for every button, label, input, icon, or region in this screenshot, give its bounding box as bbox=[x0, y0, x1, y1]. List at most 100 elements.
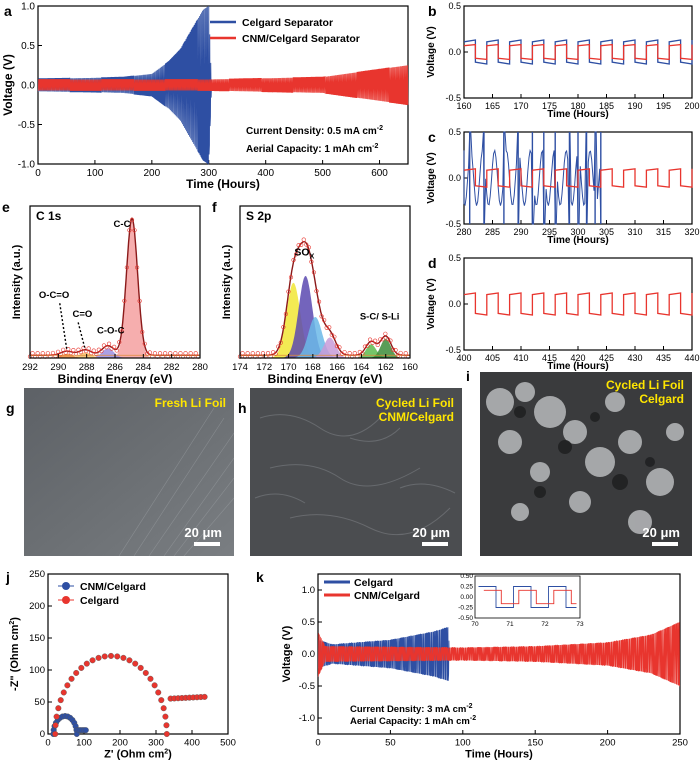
data-point bbox=[61, 347, 66, 352]
data-point bbox=[120, 654, 127, 661]
data-point bbox=[373, 338, 378, 343]
data-point bbox=[158, 697, 165, 704]
x-tick-label: 435 bbox=[656, 353, 671, 363]
data-point bbox=[403, 351, 408, 356]
y-tick-label: -0.5 bbox=[445, 345, 461, 355]
data-point bbox=[286, 289, 291, 294]
data-point bbox=[147, 675, 154, 682]
data-point bbox=[142, 669, 149, 676]
data-point bbox=[193, 351, 198, 356]
data-point bbox=[71, 348, 76, 353]
peak-label: C-C bbox=[114, 219, 131, 230]
plot-frame bbox=[239, 205, 411, 359]
sem-texture-h bbox=[250, 388, 462, 556]
annotation-unit: -2 bbox=[470, 715, 476, 722]
sem-texture-g bbox=[24, 388, 234, 556]
panel-letter-i: i bbox=[466, 368, 470, 384]
panel-letter-e: e bbox=[2, 199, 10, 215]
data-point bbox=[152, 351, 158, 356]
y-tick-label: 0.5 bbox=[448, 253, 461, 263]
y-axis-label: Voltage (V) bbox=[426, 152, 437, 203]
data-point bbox=[99, 349, 104, 354]
x-tick-label: 440 bbox=[684, 353, 699, 363]
data-point bbox=[324, 325, 329, 330]
inset-x-tick-label: 70 bbox=[471, 621, 479, 628]
inset-x-tick-label: 73 bbox=[576, 621, 584, 628]
panel-letter-g: g bbox=[6, 400, 15, 416]
annotation: Current Density: 0.5 mA cm-2 bbox=[246, 125, 383, 137]
sem-image-cycled-celgard: Cycled Li Foil Celgard 20 μm bbox=[480, 372, 692, 556]
inset-y-tick-label: 0.00 bbox=[460, 594, 473, 601]
panel-letter-k: k bbox=[256, 569, 264, 585]
data-point bbox=[101, 653, 108, 660]
data-point bbox=[82, 727, 89, 734]
data-point bbox=[352, 351, 357, 356]
data-point bbox=[50, 350, 56, 356]
data-point bbox=[126, 657, 133, 664]
data-point bbox=[52, 722, 59, 729]
data-point bbox=[94, 352, 99, 357]
scale-bar-h bbox=[422, 542, 448, 546]
data-point bbox=[362, 344, 368, 349]
series-cnm bbox=[317, 622, 681, 687]
data-point bbox=[281, 325, 286, 330]
peak-0 bbox=[240, 282, 410, 358]
data-point bbox=[83, 349, 89, 354]
x-tick-label: 50 bbox=[385, 738, 396, 749]
data-point bbox=[322, 318, 327, 323]
sem-texture-i bbox=[480, 372, 692, 556]
chart-a: a 0 100 200 300 400 500 600 -1.0 -0.5 0.0 0.5 1.0 Tim… bbox=[1, 1, 409, 191]
x-tick-label: 280 bbox=[456, 227, 471, 237]
data-point bbox=[183, 351, 188, 356]
data-point bbox=[89, 657, 96, 664]
y-axis-label: Voltage (V) bbox=[426, 26, 437, 77]
data-point bbox=[112, 344, 117, 350]
sem-label-i: Cycled Li Foil Celgard bbox=[605, 378, 684, 406]
data-point bbox=[151, 682, 158, 689]
x-axis-label: Time (Hours) bbox=[547, 109, 609, 120]
data-point bbox=[162, 713, 169, 720]
x-axis-label: Binding Energy (eV) bbox=[58, 372, 173, 384]
inset-y-tick-label: 0.25 bbox=[460, 584, 473, 591]
x-tick-label: 288 bbox=[79, 362, 95, 373]
series-cnm bbox=[37, 65, 409, 106]
data-point bbox=[60, 689, 67, 696]
data-point bbox=[309, 259, 314, 264]
y-tick-label: -1.0 bbox=[299, 713, 315, 724]
x-tick-label: 200 bbox=[112, 738, 128, 749]
legend-label: CNM/Celgard Separator bbox=[242, 33, 360, 45]
data-point bbox=[137, 298, 142, 304]
data-point bbox=[132, 228, 137, 233]
y-tick-label: 0.0 bbox=[448, 173, 461, 183]
annotation-unit: -2 bbox=[377, 125, 383, 132]
data-point bbox=[63, 350, 68, 355]
x-tick-label: 170 bbox=[513, 101, 528, 111]
series-cnm bbox=[463, 168, 693, 188]
x-tick-label: 0 bbox=[45, 738, 50, 749]
data-point bbox=[95, 654, 102, 661]
data-point bbox=[240, 351, 245, 356]
x-tick-label: 150 bbox=[527, 738, 543, 749]
scale-bar-g bbox=[194, 542, 220, 546]
panel-letter-b: b bbox=[428, 3, 437, 19]
data-point bbox=[347, 351, 352, 356]
x-tick-label: 295 bbox=[542, 227, 557, 237]
y-tick-label: 0.5 bbox=[302, 617, 315, 628]
x-tick-label: 100 bbox=[87, 168, 104, 179]
data-point bbox=[365, 343, 370, 349]
y-tick-label: -0.5 bbox=[445, 93, 461, 103]
data-point bbox=[378, 337, 383, 342]
data-point bbox=[276, 344, 281, 349]
y-tick-label: 150 bbox=[29, 633, 45, 644]
annotation-unit: -2 bbox=[466, 703, 472, 710]
peak-5 bbox=[240, 338, 410, 358]
sem-label-g: Fresh Li Foil bbox=[154, 396, 226, 410]
x-tick-label: 165 bbox=[485, 101, 500, 111]
legend-label: CNM/Celgard bbox=[80, 581, 146, 593]
x-tick-label: 415 bbox=[542, 353, 557, 363]
x-tick-label: 300 bbox=[570, 227, 585, 237]
x-tick-label: 290 bbox=[50, 362, 66, 373]
data-point bbox=[375, 342, 380, 347]
x-tick-label: 420 bbox=[570, 353, 585, 363]
data-point bbox=[122, 298, 127, 303]
